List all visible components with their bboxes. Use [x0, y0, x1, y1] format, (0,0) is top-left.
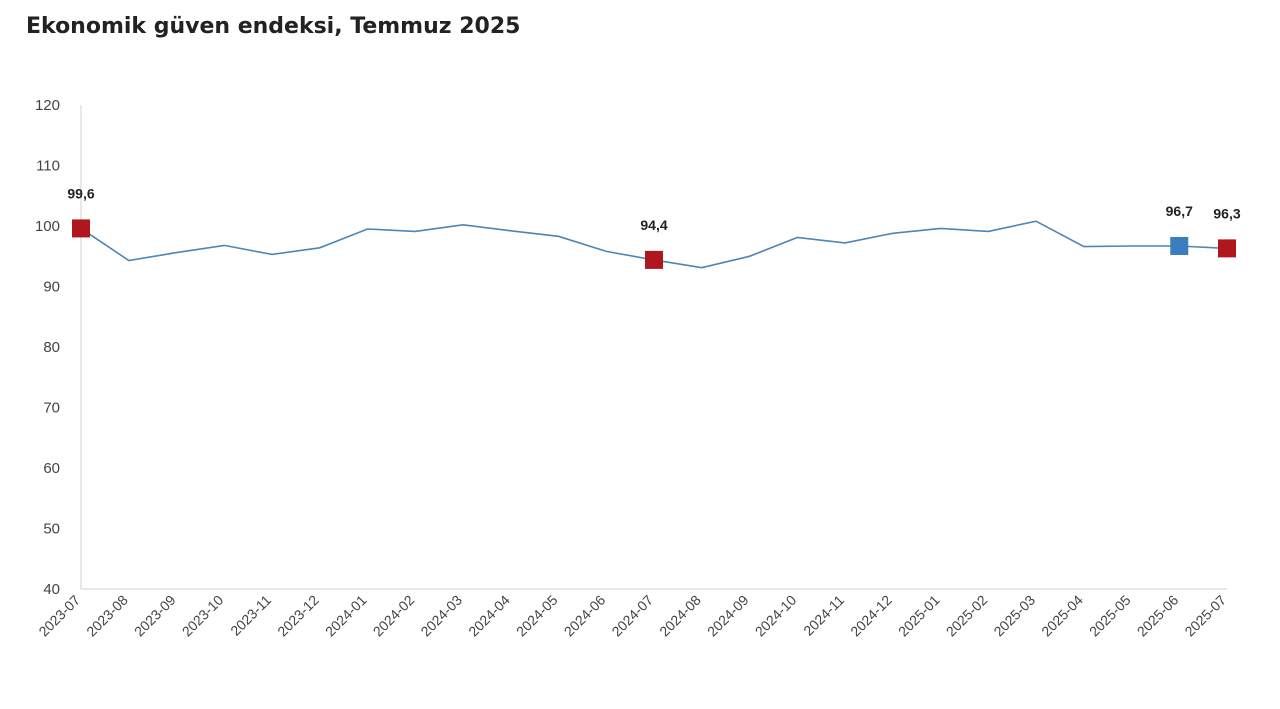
data-label: 94,4: [640, 217, 667, 233]
chart-title: Ekonomik güven endeksi, Temmuz 2025: [26, 14, 521, 39]
x-tick-label: 2025-02: [943, 592, 991, 640]
x-tick-label: 2023-08: [83, 592, 131, 640]
x-tick-label: 2024-09: [704, 592, 752, 640]
axes: [80, 105, 1227, 590]
x-tick-label: 2024-12: [847, 592, 895, 640]
x-tick-label: 2024-01: [322, 592, 370, 640]
x-tick-label: 2024-05: [513, 592, 561, 640]
y-tick-label: 50: [43, 521, 60, 538]
x-tick-label: 2024-08: [656, 592, 704, 640]
x-tick-label: 2025-04: [1038, 592, 1086, 640]
y-tick-label: 80: [43, 339, 60, 356]
y-tick-label: 40: [43, 581, 60, 598]
x-tick-label: 2024-06: [561, 592, 609, 640]
x-tick-label: 2023-10: [179, 592, 227, 640]
x-tick-label: 2024-04: [465, 592, 513, 640]
data-point-marker: [1218, 239, 1236, 258]
y-tick-label: 100: [35, 218, 60, 235]
data-point-marker: [645, 250, 663, 269]
y-tick-label: 110: [36, 158, 60, 175]
x-tick-label: 2024-10: [752, 592, 800, 640]
x-tick-label: 2025-05: [1086, 592, 1134, 640]
x-tick-label: 2023-11: [227, 592, 274, 639]
y-tick-label: 120: [35, 97, 60, 114]
x-tick-label: 2025-07: [1181, 592, 1229, 640]
x-tick-label: 2024-03: [417, 592, 465, 640]
x-tick-label: 2024-11: [800, 592, 847, 639]
y-tick-label: 60: [43, 460, 60, 477]
data-label: 96,7: [1166, 203, 1193, 219]
y-tick-label: 70: [43, 400, 60, 417]
x-tick-label: 2025-01: [895, 592, 943, 640]
x-tick-label: 2024-07: [608, 592, 656, 640]
x-tick-label: 2023-09: [131, 592, 179, 640]
highlight-markers: [72, 219, 1236, 269]
y-tick-label: 90: [43, 279, 60, 296]
x-tick-label: 2025-03: [990, 592, 1038, 640]
data-point-marker: [72, 219, 90, 238]
x-tick-label: 2023-07: [35, 592, 83, 640]
x-tick-label: 2024-02: [370, 592, 418, 640]
x-tick-label: 2025-06: [1134, 592, 1182, 640]
x-tick-label: 2023-12: [274, 592, 322, 640]
data-label: 96,3: [1213, 205, 1240, 221]
data-labels: 99,6 94,4 96,7 96,3: [67, 185, 1240, 232]
x-axis-ticks: 2023-07 2023-08 2023-09 2023-10 2023-11 2023-…: [35, 592, 1229, 640]
y-axis-ticks: 40 50 60 70 80 90 100 110 120: [35, 97, 60, 598]
data-point-marker: [1170, 236, 1189, 255]
data-label: 99,6: [67, 185, 94, 201]
